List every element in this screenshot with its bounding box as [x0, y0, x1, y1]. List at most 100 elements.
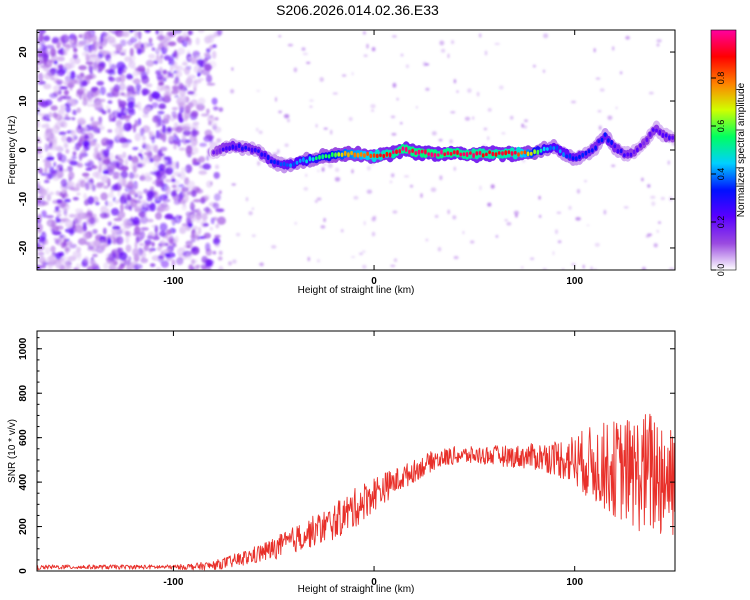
noise-blob — [107, 221, 113, 227]
noise-blob — [138, 211, 145, 218]
noise-blob — [203, 232, 211, 239]
noise-blob — [65, 148, 70, 154]
noise-blob — [174, 78, 181, 84]
noise-blob — [190, 246, 200, 256]
noise-blob — [163, 55, 171, 61]
noise-blob — [198, 170, 208, 175]
noise-blob — [185, 253, 193, 260]
noise-speck — [231, 67, 234, 71]
noise-speck — [218, 190, 222, 195]
noise-blob — [55, 225, 60, 232]
noise-blob — [73, 48, 78, 52]
noise-speck — [275, 97, 277, 102]
ridge-core — [286, 163, 289, 167]
ridge-core — [225, 146, 228, 151]
noise-blob — [184, 112, 189, 120]
noise-speck — [420, 193, 423, 198]
ridge-core — [347, 152, 350, 158]
noise-speck — [371, 109, 375, 112]
ridge-core — [478, 150, 482, 156]
noise-blob — [128, 172, 135, 180]
noise-speck — [341, 74, 347, 77]
y-tick-label: 200 — [18, 518, 29, 535]
noise-blob — [70, 78, 75, 85]
ridge-core — [411, 148, 414, 153]
colorbar-tick-label: 0.6 — [716, 120, 726, 133]
noise-blob — [136, 163, 143, 168]
noise-blob — [134, 193, 139, 198]
noise-blob — [77, 117, 86, 126]
noise-blob — [37, 80, 46, 85]
noise-blob — [193, 231, 201, 237]
noise-blob — [179, 170, 186, 180]
noise-speck — [648, 91, 654, 95]
noise-speck — [449, 139, 453, 144]
noise-blob — [63, 264, 70, 270]
noise-speck — [456, 90, 459, 93]
noise-blob — [160, 260, 169, 268]
noise-blob — [151, 134, 156, 144]
noise-blob — [45, 131, 54, 140]
noise-blob — [64, 198, 71, 203]
noise-blob — [83, 90, 92, 96]
noise-blob — [125, 230, 130, 237]
noise-blob — [125, 223, 134, 227]
noise-blob — [97, 68, 103, 73]
ridge-core — [218, 148, 222, 153]
noise-blob — [193, 64, 201, 74]
noise-blob — [205, 74, 213, 83]
noise-blob — [58, 167, 64, 172]
noise-blob — [68, 171, 75, 180]
noise-blob — [94, 143, 101, 149]
noise-blob — [112, 196, 116, 203]
noise-blob — [40, 172, 50, 176]
noise-speck — [439, 175, 443, 181]
noise-blob — [139, 127, 145, 137]
noise-blob — [38, 113, 47, 117]
noise-speck — [509, 115, 514, 120]
noise-blob — [75, 91, 82, 98]
noise-blob — [46, 69, 56, 77]
noise-blob — [79, 210, 83, 216]
noise-blob — [204, 64, 213, 71]
ridge-core — [430, 152, 434, 158]
snr-frame — [36, 330, 676, 572]
noise-blob — [192, 121, 200, 126]
noise-blob — [187, 38, 192, 46]
noise-blob — [91, 184, 96, 192]
noise-blob — [171, 107, 179, 111]
noise-blob — [153, 144, 159, 154]
noise-blob — [133, 263, 143, 270]
ridge-core — [510, 151, 514, 156]
ridge-core — [401, 146, 405, 151]
y-tick-label: 20 — [18, 46, 29, 58]
noise-blob — [108, 113, 113, 123]
noise-blob — [94, 217, 99, 224]
noise-blob — [57, 109, 65, 115]
noise-blob — [46, 261, 56, 267]
ridge-core — [594, 145, 597, 151]
ridge-core — [542, 146, 546, 152]
noise-blob — [141, 88, 149, 96]
noise-blob — [146, 67, 150, 75]
noise-blob — [144, 242, 151, 247]
noise-blob — [99, 98, 106, 103]
noise-blob — [187, 91, 195, 95]
noise-blob — [37, 40, 46, 46]
noise-blob — [76, 107, 82, 114]
noise-blob — [130, 263, 135, 270]
ridge-core — [266, 155, 270, 160]
noise-blob — [209, 45, 214, 50]
ridge-core — [305, 159, 308, 164]
noise-blob — [137, 65, 146, 72]
noise-speck — [309, 99, 314, 102]
noise-blob — [167, 135, 175, 142]
noise-speck — [210, 181, 213, 186]
noise-blob — [75, 183, 80, 192]
noise-blob — [49, 166, 55, 174]
noise-blob — [106, 208, 110, 217]
noise-speck — [667, 160, 670, 165]
noise-speck — [450, 111, 456, 114]
ridge-core — [469, 151, 472, 155]
noise-blob — [112, 184, 119, 191]
